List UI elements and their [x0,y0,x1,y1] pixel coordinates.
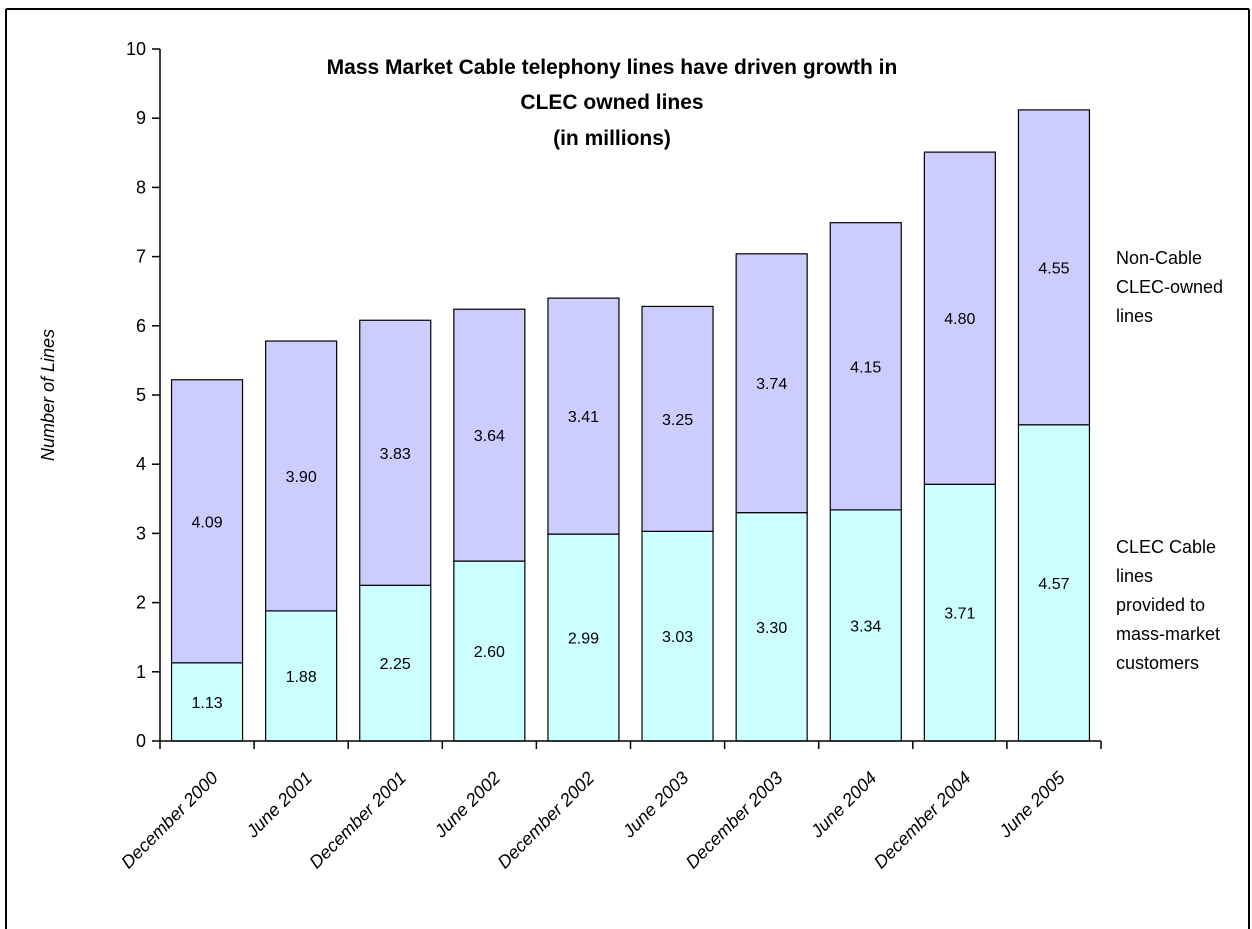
y-tick-label: 9 [136,108,146,128]
data-label: 2.25 [380,656,411,673]
title-line-1: Mass Market Cable telephony lines have d… [327,56,898,79]
x-tick-label: December 2003 [682,768,787,873]
data-label: 3.03 [662,629,693,646]
y-tick-label: 0 [136,731,146,751]
bar-segment [547,533,620,742]
data-label: 3.30 [756,620,787,637]
bar-segment [547,297,620,535]
data-label: 3.83 [380,446,411,463]
bar-segment [265,610,338,742]
x-tick-label: June 2005 [994,767,1069,842]
x-tick-label: June 2001 [242,768,316,842]
data-label: 4.57 [1038,576,1069,593]
legend-entry-line: lines [1116,566,1153,586]
data-label: 3.41 [568,409,599,426]
data-labels: 1.13 4.09 1.88 3.90 2.25 3.83 2.60 3.64 2.99 3.41… [191,260,1069,712]
y-tick-label: 6 [136,316,146,336]
bar-segment [641,305,714,532]
data-label: 3.90 [286,469,317,486]
y-tick-label: 5 [136,385,146,405]
bar-segment [170,379,244,664]
bar-segment [265,340,338,612]
data-label: 2.99 [568,631,599,648]
x-tick-label: December 2002 [494,768,599,873]
bar-segment [453,308,526,562]
x-tick-label: June 2003 [618,768,692,842]
legend: Non-Cable CLEC-owned lines CLEC Cable lines p… [1116,248,1223,673]
data-label: 4.55 [1038,260,1069,277]
data-label: 1.88 [286,669,317,686]
bar-segment [170,662,244,742]
legend-entry-line: CLEC-owned [1116,277,1223,297]
data-label: 4.80 [944,311,975,328]
x-tick-label: June 2004 [806,768,880,842]
chart-title: Mass Market Cable telephony lines have d… [327,56,898,150]
bar-segment [641,530,714,742]
data-label: 3.74 [756,376,787,393]
data-label: 4.15 [850,359,881,376]
y-tick-label: 3 [136,523,146,543]
legend-entry-line: CLEC Cable [1116,537,1216,557]
bar-segment [1017,109,1091,426]
y-tick-label: 10 [126,39,146,59]
legend-entry-line: Non-Cable [1116,248,1202,268]
data-label: 1.13 [191,695,222,712]
data-label: 4.09 [191,514,222,531]
legend-entry-line: provided to [1116,595,1205,615]
legend-entry-line: lines [1116,306,1153,326]
y-tick-label: 1 [136,662,146,682]
bar-segment [359,319,432,586]
title-line-2: CLEC owned lines [520,91,703,114]
y-tick-label: 4 [136,454,146,474]
bar-segment [1017,424,1091,742]
bar-segment [829,509,902,742]
data-label: 3.71 [944,606,975,623]
data-label: 3.25 [662,412,693,429]
y-tick-label: 2 [136,593,146,613]
data-label: 3.64 [474,428,505,445]
y-tick-label: 7 [136,247,146,267]
legend-entry-line: customers [1116,653,1199,673]
legend-entry-line: mass-market [1116,624,1220,644]
x-tick-label: December 2004 [870,768,975,873]
bar-segment [735,512,808,742]
x-tick-label: December 2000 [117,768,222,873]
bar-segment [923,483,996,742]
bar-segment [829,222,902,511]
title-line-3: (in millions) [553,127,671,150]
y-tick-label: 8 [136,177,146,197]
bar-segment [923,151,996,485]
data-label: 2.60 [474,644,505,661]
x-tick-label: December 2001 [305,768,410,873]
data-label: 3.34 [850,618,881,635]
y-axis: 0 1 2 3 4 5 6 7 8 9 10 [126,39,161,751]
x-tick-label: June 2002 [430,768,504,842]
y-axis-label: Number of Lines [38,329,58,461]
bars [170,109,1091,742]
bar-segment [735,253,808,514]
